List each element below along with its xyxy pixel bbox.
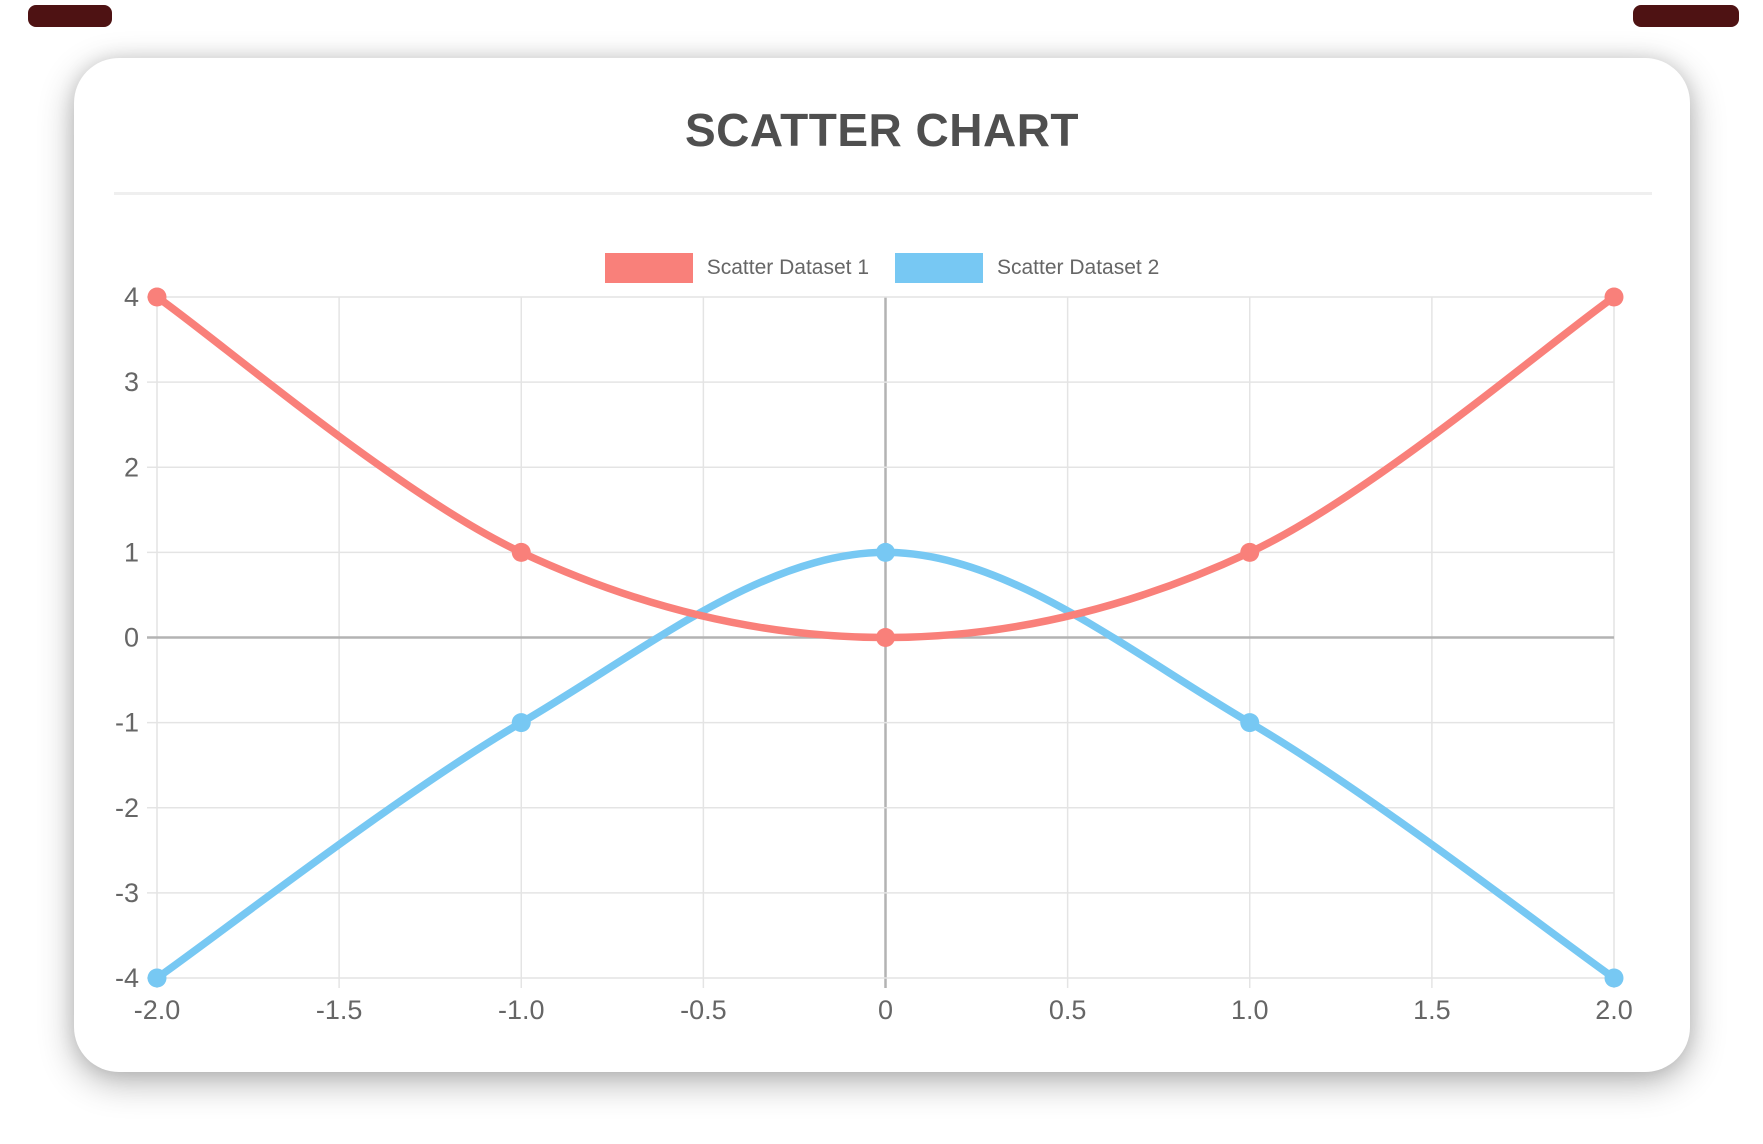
y-axis-tick-label: 3: [124, 367, 139, 397]
legend-swatch-dataset-1[interactable]: [604, 253, 693, 283]
legend-label-dataset-2: Scatter Dataset 2: [997, 256, 1160, 279]
series-1-data-point[interactable]: [1604, 287, 1624, 307]
x-axis-tick-label: -0.5: [680, 995, 727, 1025]
y-axis-tick-label: 4: [124, 282, 139, 312]
x-axis-tick-label: 2.0: [1595, 995, 1633, 1025]
x-axis-tick-label: 0.5: [1049, 995, 1087, 1025]
x-axis-tick-label: 0: [878, 995, 893, 1025]
y-axis-tick-label: 0: [124, 623, 139, 653]
x-axis-tick-label: 1.5: [1413, 995, 1451, 1025]
chart-card: SCATTER CHART Scatter Dataset 1 Scatter …: [74, 58, 1690, 1072]
x-axis-tick-label: 1.0: [1231, 995, 1269, 1025]
legend-swatch-dataset-2[interactable]: [895, 253, 983, 283]
y-axis-tick-label: -1: [115, 708, 139, 738]
window-corner-fragment-left: [28, 5, 112, 27]
legend-label-dataset-1: Scatter Dataset 1: [706, 256, 869, 279]
legend-item-dataset-1[interactable]: Scatter Dataset 1: [604, 253, 869, 283]
x-axis-tick-label: -2.0: [134, 995, 181, 1025]
chart-legend: Scatter Dataset 1 Scatter Dataset 2: [74, 250, 1690, 286]
series-2-data-point[interactable]: [1604, 968, 1624, 988]
legend-item-dataset-2[interactable]: Scatter Dataset 2: [895, 253, 1159, 283]
x-axis-tick-label: -1.5: [316, 995, 363, 1025]
title-divider: [114, 192, 1652, 195]
chart-canvas[interactable]: -2.0 -1.5 -1.0 -0.5 0 0.5 1.0 1.5 2.0 4 3 2 1 0 -1 -2 -3…: [74, 58, 1690, 1072]
series-1-data-point[interactable]: [876, 628, 895, 647]
series-2-data-point[interactable]: [1240, 713, 1260, 733]
y-axis-tick-label: 2: [124, 452, 139, 482]
series-2-data-point[interactable]: [147, 968, 167, 988]
x-axis-tick-label: -1.0: [498, 995, 545, 1025]
chart-title: SCATTER CHART: [684, 104, 1080, 156]
series-1-data-point[interactable]: [1240, 542, 1260, 562]
series-2-data-point[interactable]: [511, 713, 531, 733]
y-axis-tick-label: -3: [115, 878, 139, 908]
series-1-data-point[interactable]: [147, 287, 167, 307]
window-corner-fragment-right: [1633, 5, 1739, 27]
series-1-data-point[interactable]: [511, 542, 531, 562]
y-axis-tick-label: -4: [115, 963, 139, 993]
y-axis-tick-label: 1: [124, 537, 139, 567]
y-axis-tick-label: -2: [115, 793, 139, 823]
series-2-data-point[interactable]: [876, 542, 895, 562]
